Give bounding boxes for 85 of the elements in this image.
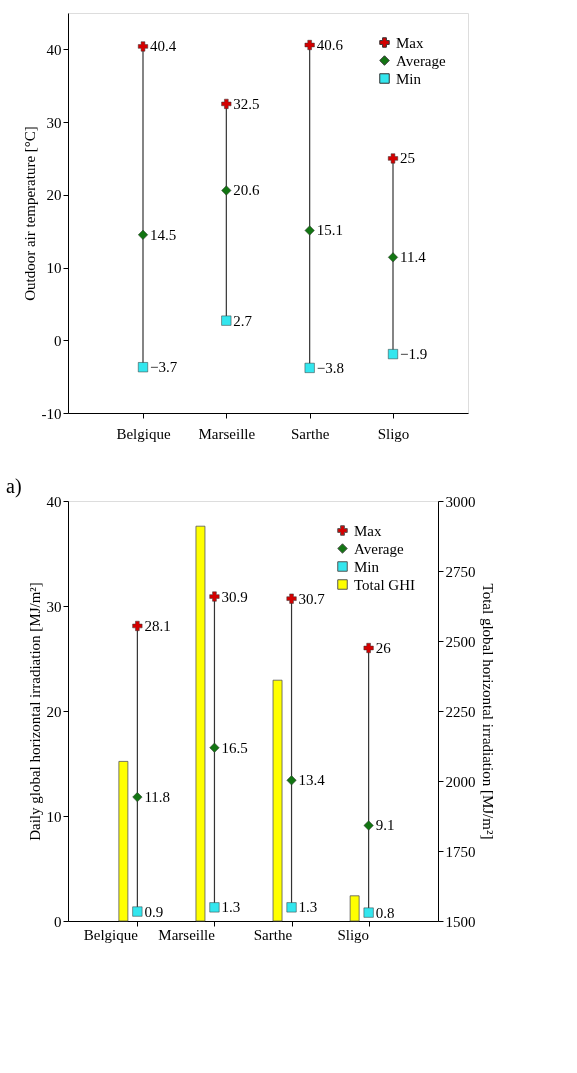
x-tick-label: Sligo: [337, 926, 370, 943]
x-tick-label: Marseille: [198, 425, 256, 442]
data-label: 13.4: [298, 772, 326, 789]
data-label: 15.1: [316, 222, 343, 239]
data-label: −3.7: [150, 359, 178, 376]
legend-label: Total GHI: [354, 576, 416, 593]
data-label: 16.5: [221, 739, 248, 756]
y-tick-label: 40: [46, 41, 62, 58]
y-tick-label: 20: [46, 187, 62, 204]
data-label: 2.7: [233, 312, 253, 329]
point: [363, 907, 374, 918]
legend-label: Average: [396, 52, 447, 69]
legend-label: Min: [354, 558, 380, 575]
point: [363, 820, 374, 831]
point: [138, 41, 148, 52]
data-label: 14.5: [150, 226, 177, 243]
point: [286, 775, 297, 786]
x-tick-label: Belgique: [83, 926, 139, 943]
data-label: 26: [375, 640, 392, 656]
data-label: 30.9: [221, 588, 248, 605]
y2-tick-label: 2500: [445, 633, 476, 650]
data-label: −1.9: [400, 346, 428, 363]
data-label: 40.4: [150, 38, 177, 55]
legend-label: Average: [354, 540, 405, 557]
point: [132, 906, 143, 917]
data-label: 1.3: [298, 899, 318, 916]
y-tick-label: 40: [46, 493, 62, 510]
y2-axis-title: Total global horizontal irradiation [MJ/m²]: [479, 583, 496, 840]
y-tick-label: 20: [46, 703, 62, 720]
y-tick-label: 10: [46, 260, 62, 277]
legend-label: Min: [396, 70, 422, 87]
x-tick-label: Sarthe: [253, 926, 293, 943]
y-axis-title: Outdoor air temperature [°C]: [21, 126, 38, 301]
data-label: 9.1: [375, 817, 395, 834]
point: [363, 643, 374, 653]
data-label: 1.3: [221, 899, 241, 916]
point: [388, 252, 398, 263]
y2-tick-label: 3000: [445, 493, 476, 510]
data-label: 28.1: [144, 617, 171, 634]
point: [132, 792, 143, 803]
legend-label: Max: [354, 522, 382, 539]
data-label: 0.8: [375, 904, 395, 921]
point: [388, 349, 398, 360]
point: [209, 591, 220, 602]
point: [388, 153, 398, 164]
point: [209, 902, 220, 913]
data-label: 25: [400, 150, 415, 167]
point: [304, 362, 315, 373]
data-label: 11.4: [400, 249, 427, 266]
data-label: 20.6: [233, 182, 261, 199]
point: [221, 315, 232, 326]
x-tick-label: Sarthe: [291, 425, 330, 442]
x-tick-label: Marseille: [158, 926, 216, 943]
point: [286, 902, 297, 913]
point: [138, 229, 148, 240]
point: [221, 185, 232, 196]
point: [132, 620, 143, 631]
text: a): [6, 475, 22, 498]
point: [304, 40, 315, 50]
data-label: 11.8: [144, 789, 171, 806]
y-axis-title: Daily global horizontal irradiation [MJ/m²]: [26, 582, 43, 841]
y-tick-label: 0: [54, 332, 62, 349]
y-tick-label: 0: [54, 913, 62, 930]
data-label: 30.7: [298, 590, 326, 607]
data-label: −3.8: [316, 359, 344, 376]
y-tick-label: -10: [41, 405, 62, 422]
point: [286, 593, 297, 604]
y-tick-label: 10: [46, 808, 62, 825]
legend-label: Max: [396, 34, 424, 51]
y-tick-label: 30: [46, 598, 62, 615]
point: [221, 98, 232, 109]
y2-tick-label: 2000: [445, 773, 476, 790]
x-tick-label: Sligo: [377, 425, 410, 442]
y2-tick-label: 2250: [445, 703, 476, 720]
data-label: 32.5: [233, 95, 260, 112]
y2-tick-label: 1750: [445, 843, 476, 860]
data-label: 40.6: [316, 37, 344, 53]
point: [209, 742, 220, 753]
point: [304, 225, 315, 236]
y2-tick-label: 1500: [445, 913, 476, 930]
point: [138, 362, 148, 373]
x-tick-label: Belgique: [116, 425, 171, 442]
data-label: 0.9: [144, 903, 164, 920]
y2-tick-label: 2750: [445, 563, 476, 580]
y-tick-label: 30: [46, 114, 62, 131]
